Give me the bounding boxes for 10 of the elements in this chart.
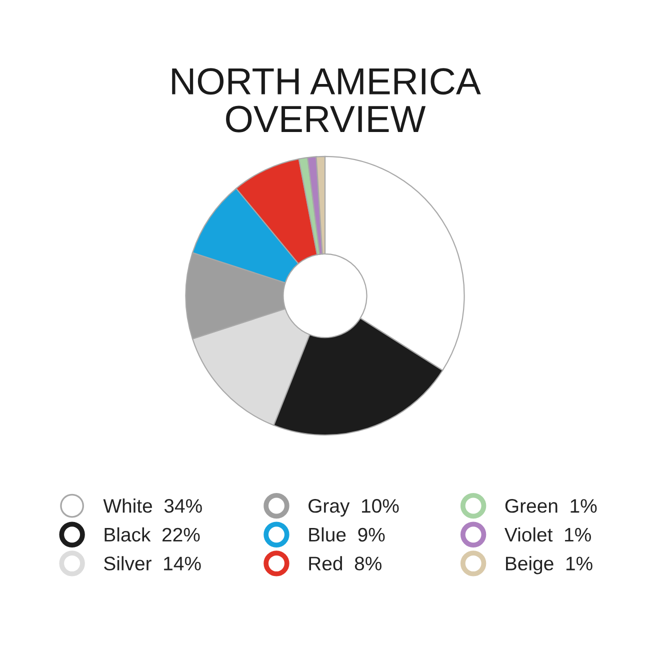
legend-label: White 34% [103, 498, 202, 513]
legend-label: Red 8% [309, 556, 382, 570]
legend-label: Gray 10% [308, 499, 399, 517]
legend-label: Beige 1% [506, 556, 592, 574]
legend-label: Violet 1% [504, 527, 591, 542]
legend-label: Silver 14% [104, 556, 201, 570]
chart-title: NORTH AMERICA OVERVIEW [172, 68, 481, 132]
legend-label: Blue 9% [309, 527, 385, 542]
legend-label: Black 22% [104, 527, 200, 542]
legend-label: Green 1% [505, 499, 597, 513]
